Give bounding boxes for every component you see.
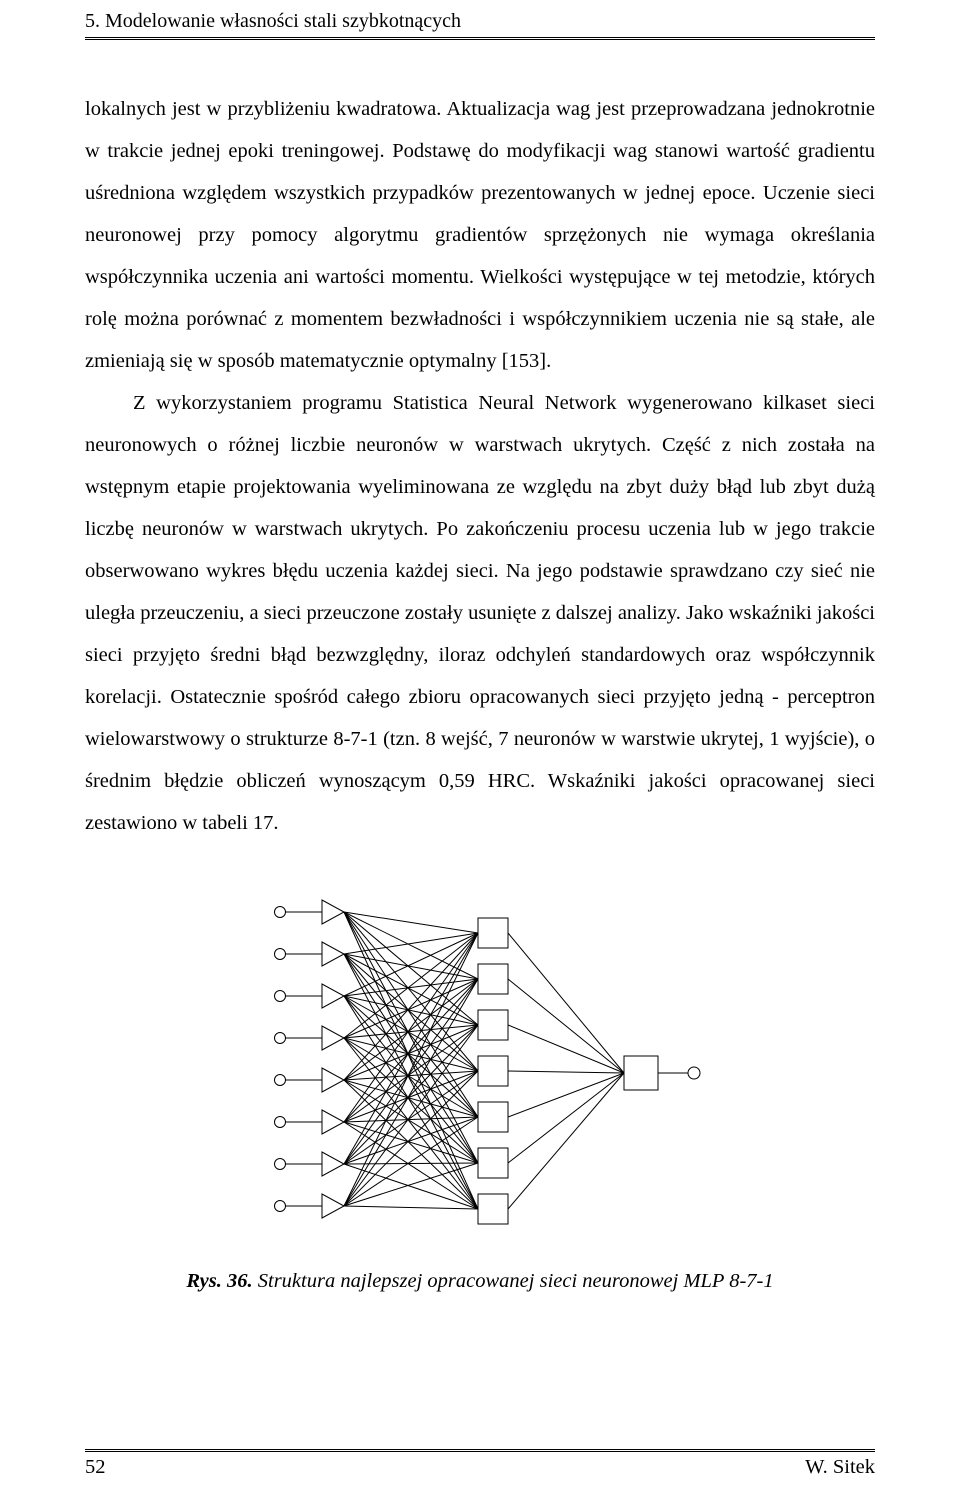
page-footer: 52 W. Sitek [85, 1449, 875, 1479]
paragraph-1: lokalnych jest w przybliżeniu kwadratowa… [85, 88, 875, 382]
section-header: 5. Modelowanie własności stali szybkotną… [85, 10, 875, 40]
nn-diagram [220, 872, 740, 1244]
paragraph-2: Z wykorzystaniem programu Statistica Neu… [85, 382, 875, 844]
body-text: lokalnych jest w przybliżeniu kwadratowa… [85, 88, 875, 844]
page: 5. Modelowanie własności stali szybkotną… [0, 0, 960, 1501]
caption-text: Struktura najlepszej opracowanej sieci n… [253, 1270, 774, 1292]
section-title: 5. Modelowanie własności stali szybkotną… [85, 10, 461, 32]
footer-author: W. Sitek [805, 1456, 875, 1479]
figure-network: Rys. 36. Struktura najlepszej opracowane… [85, 872, 875, 1293]
caption-label: Rys. 36. [186, 1270, 252, 1292]
page-number: 52 [85, 1456, 106, 1479]
figure-caption: Rys. 36. Struktura najlepszej opracowane… [85, 1270, 875, 1293]
